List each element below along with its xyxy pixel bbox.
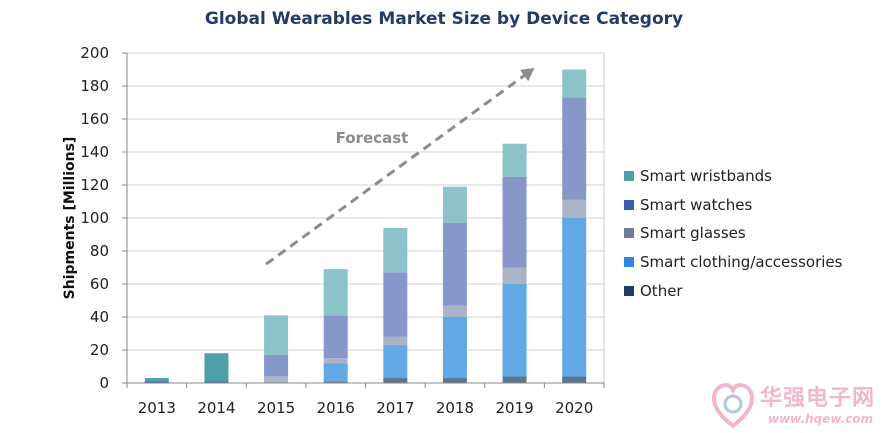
x-tick-label: 2020	[555, 399, 593, 417]
legend-item: Smart watches	[624, 191, 842, 220]
bar-segment	[204, 381, 229, 383]
bar-segment	[144, 378, 169, 382]
forecast-label: Forecast	[336, 129, 409, 147]
bar-segment	[502, 176, 527, 268]
legend-label: Smart watches	[640, 195, 753, 214]
bar-segment	[264, 315, 289, 355]
y-tick-label: 100	[80, 209, 109, 227]
y-tick-label: 180	[80, 77, 109, 95]
y-tick-label: 200	[80, 44, 109, 62]
bar-segment	[204, 353, 229, 382]
x-tick-label: 2017	[376, 399, 414, 417]
y-tick-label: 20	[90, 341, 109, 359]
bar-segment	[502, 376, 527, 383]
y-tick-label: 80	[90, 242, 109, 260]
bar-segment	[442, 222, 467, 306]
legend-swatch	[624, 199, 634, 210]
bar-segment	[562, 199, 587, 218]
legend-label: Other	[640, 281, 683, 300]
x-tick-label: 2019	[495, 399, 533, 417]
x-tick-label: 2015	[257, 399, 295, 417]
legend-item: Other	[624, 276, 842, 305]
x-tick-label: 2018	[436, 399, 474, 417]
bar-segment	[562, 218, 587, 377]
y-tick-label: 60	[90, 275, 109, 293]
watermark: 华强电子网 www.hqew.com	[708, 376, 888, 433]
bar-segment	[383, 227, 408, 273]
forecast-arrow	[265, 72, 528, 266]
legend-swatch	[624, 285, 634, 296]
bar-segment	[323, 358, 348, 364]
bar-segment	[442, 305, 467, 317]
bar-segment	[442, 317, 467, 379]
watermark-logo-icon	[711, 382, 755, 429]
legend-swatch	[624, 257, 634, 268]
bar-segment	[562, 376, 587, 383]
legend-swatch	[624, 228, 634, 239]
bar-segment	[144, 381, 169, 383]
bar-segment	[323, 381, 348, 383]
bar-segment	[442, 378, 467, 383]
y-tick-label: 40	[90, 308, 109, 326]
bar-segment	[562, 69, 587, 98]
bar-segment	[264, 354, 289, 377]
legend-label: Smart glasses	[640, 224, 746, 243]
x-tick-label: 2013	[138, 399, 176, 417]
x-tick-label: 2014	[197, 399, 235, 417]
bar-segment	[323, 269, 348, 316]
bar-segment	[562, 97, 587, 200]
bar-segment	[442, 186, 467, 223]
y-tick-label: 160	[80, 110, 109, 128]
bar-segment	[264, 376, 289, 383]
y-tick-label: 120	[80, 176, 109, 194]
legend-swatch	[624, 171, 634, 182]
y-tick-label: 0	[99, 374, 109, 392]
bar-segment	[383, 336, 408, 346]
bar-segment	[502, 267, 527, 284]
legend-label: Smart clothing/accessories	[640, 253, 843, 272]
watermark-name: 华强电子网	[760, 386, 876, 411]
bar-segment	[383, 345, 408, 379]
forecast-arrow-head	[519, 67, 535, 82]
bar-segment	[502, 284, 527, 377]
legend-item: Smart wristbands	[624, 162, 842, 191]
x-tick-label: 2016	[317, 399, 355, 417]
bar-segment	[502, 143, 527, 177]
bar-segment	[383, 378, 408, 383]
watermark-url: www.hqew.com	[768, 412, 874, 426]
legend: Smart wristbands Smart watches Smart glass…	[624, 162, 842, 305]
y-tick-label: 140	[80, 143, 109, 161]
legend-item: Smart glasses	[624, 219, 842, 248]
bar-segment	[383, 272, 408, 337]
legend-item: Smart clothing/accessories	[624, 248, 842, 277]
chart-title: Global Wearables Market Size by Device C…	[204, 9, 684, 29]
legend-label: Smart wristbands	[640, 167, 772, 186]
y-axis-label: Shipments [Millions]	[62, 137, 78, 300]
bar-segment	[323, 315, 348, 359]
bar-segment	[323, 363, 348, 382]
